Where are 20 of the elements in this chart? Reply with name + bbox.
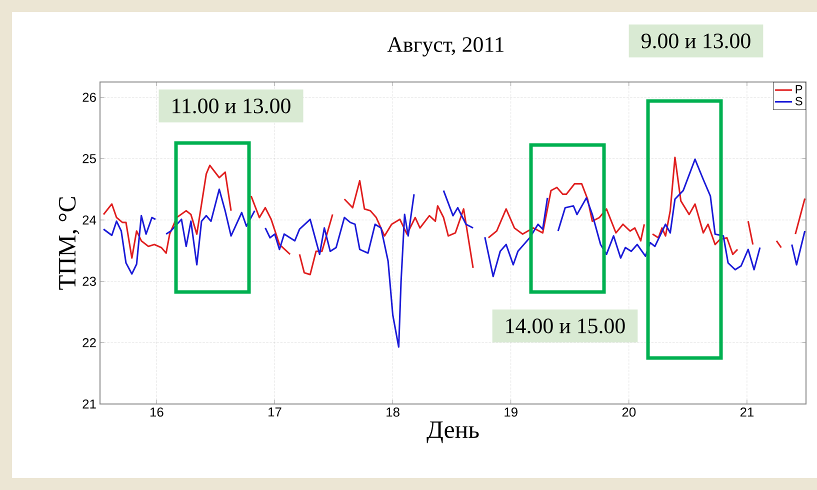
x-axis-title: День <box>426 422 479 444</box>
x-tick-label: 18 <box>386 408 400 417</box>
y-tick-label: 22 <box>82 338 96 348</box>
annotation: 14.00 и 15.00 <box>506 318 625 334</box>
x-tick-label: 17 <box>268 408 282 416</box>
y-tick-label: 26 <box>82 92 96 102</box>
y-tick-label: 21 <box>82 399 96 409</box>
y-tick-label: 23 <box>82 276 96 286</box>
x-tick-label: 19 <box>504 408 518 417</box>
annotation: 11.00 и 13.00 <box>172 98 290 114</box>
y-axis-title: ТПМ, °С <box>58 197 80 290</box>
y-tick-label: 24 <box>82 215 96 225</box>
legend-label: P <box>796 85 802 94</box>
y-tick-label: 25 <box>82 154 96 164</box>
legend-label: S <box>795 96 802 106</box>
chart-title: Август, 2011 <box>387 37 504 56</box>
text: 9.00 и 13.00 <box>642 34 750 48</box>
x-tick-label: 20 <box>622 408 636 417</box>
x-tick-label: 16 <box>150 408 164 417</box>
x-tick-label: 21 <box>740 408 754 417</box>
